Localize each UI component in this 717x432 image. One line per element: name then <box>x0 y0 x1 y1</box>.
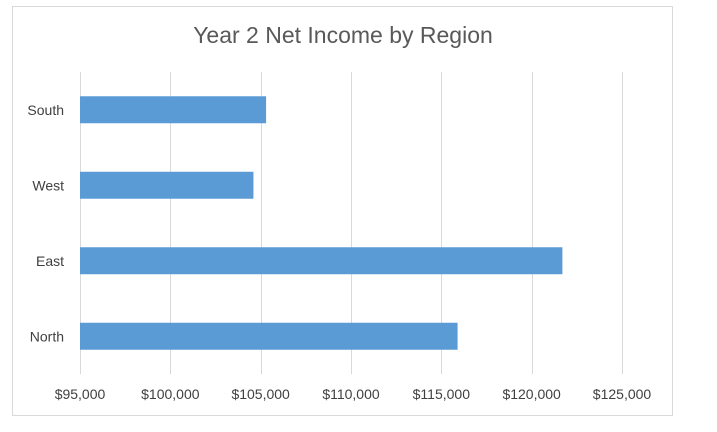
x-tick-label: $100,000 <box>141 386 200 402</box>
x-axis-tick-labels: $95,000 $100,000 $105,000 $110,000 $115,000 $… <box>55 386 652 402</box>
x-tick-label: $120,000 <box>502 386 561 402</box>
category-labels: South West East North <box>27 102 64 345</box>
bar-east <box>80 247 563 275</box>
bars <box>80 96 563 350</box>
category-label-north: North <box>30 328 64 344</box>
x-tick-label: $115,000 <box>413 386 471 402</box>
category-label-west: West <box>32 177 64 193</box>
x-tick-label: $95,000 <box>55 386 106 402</box>
bar-south <box>80 96 267 124</box>
category-label-east: East <box>36 253 64 269</box>
x-tick-label: $125,000 <box>593 386 652 402</box>
x-tick-label: $110,000 <box>322 386 380 402</box>
chart-title: Year 2 Net Income by Region <box>193 22 493 48</box>
bar-west <box>80 171 254 199</box>
category-label-south: South <box>27 102 64 118</box>
bar-north <box>80 322 458 350</box>
x-tick-label: $105,000 <box>231 386 290 402</box>
